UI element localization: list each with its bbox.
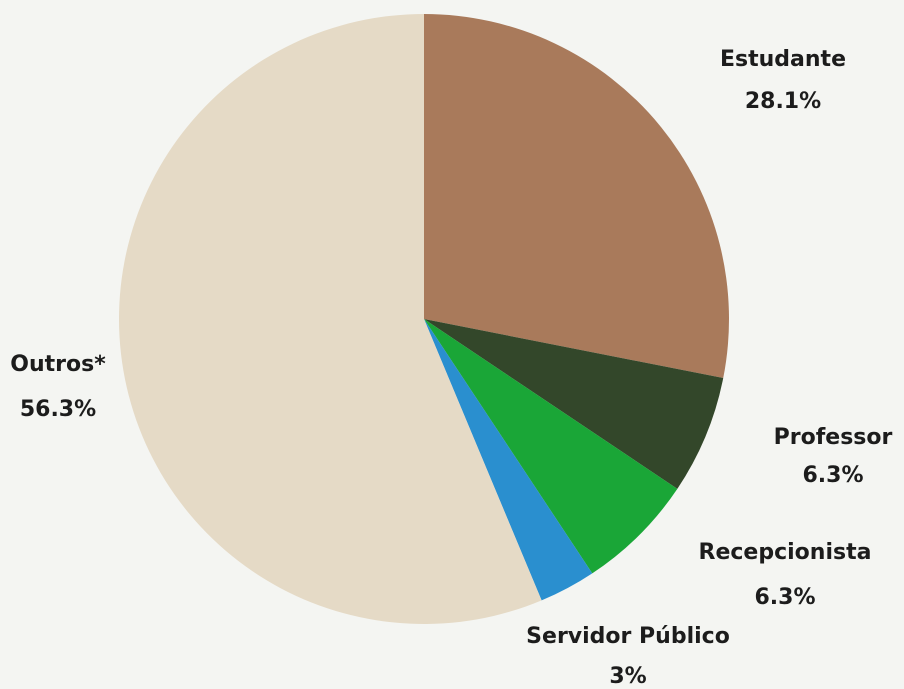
pie-slice bbox=[424, 319, 593, 601]
pie-slice bbox=[424, 319, 724, 489]
slice-value-label: 3% bbox=[609, 664, 646, 689]
pie-slice bbox=[424, 319, 678, 574]
slice-value-label: 6.3% bbox=[754, 585, 815, 610]
slice-label: Estudante bbox=[720, 47, 846, 72]
slice-label: Recepcionista bbox=[699, 540, 872, 565]
slice-label: Professor bbox=[774, 425, 893, 450]
pie-slice bbox=[424, 14, 729, 379]
slice-value-label: 56.3% bbox=[20, 397, 96, 422]
slice-value-label: 6.3% bbox=[802, 463, 863, 488]
slice-label: Servidor Público bbox=[526, 624, 730, 649]
slice-label: Outros* bbox=[10, 352, 106, 377]
slice-value-label: 28.1% bbox=[745, 89, 821, 114]
pie-slice bbox=[118, 14, 542, 624]
